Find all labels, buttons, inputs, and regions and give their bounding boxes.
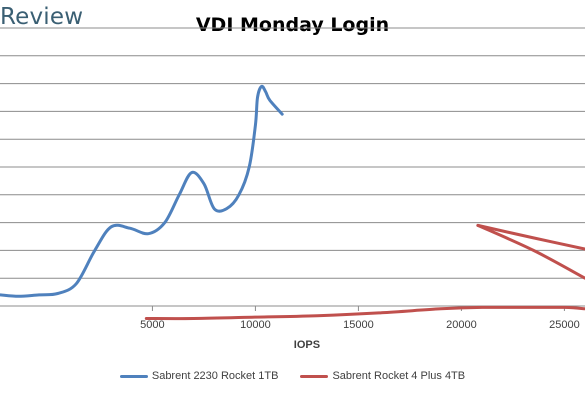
x-tick-label-1: 10000 <box>240 319 271 331</box>
chart-legend: Sabrent 2230 Rocket 1TB Sabrent Rocket 4… <box>0 370 585 382</box>
legend-swatch-0 <box>119 374 148 378</box>
series-line-3 <box>476 223 585 280</box>
legend-swatch-1 <box>300 374 329 378</box>
legend-item-1: Sabrent Rocket 4 Plus 4TB <box>300 370 465 382</box>
x-tick-label-2: 15000 <box>343 319 374 331</box>
gridlines <box>0 27 585 307</box>
legend-label-0: Sabrent 2230 Rocket 1TB <box>151 370 279 382</box>
x-tick-label-4: 25000 <box>549 319 580 331</box>
brand-logo-text: Review <box>0 4 84 30</box>
x-axis-label: IOPS <box>294 339 320 351</box>
x-tick-label-3: 20000 <box>446 319 477 331</box>
x-axis-ticks: 5000 10000 15000 20000 25000 <box>140 306 580 331</box>
series-lines <box>0 84 585 321</box>
series-line-2 <box>476 223 585 251</box>
x-tick-label-0: 5000 <box>140 319 164 331</box>
legend-item-0: Sabrent 2230 Rocket 1TB <box>119 370 279 382</box>
series-line-0 <box>0 84 284 298</box>
series-line-1 <box>144 305 585 321</box>
chart-title: VDI Monday Login <box>195 14 390 36</box>
legend-label-1: Sabrent Rocket 4 Plus 4TB <box>332 370 466 382</box>
